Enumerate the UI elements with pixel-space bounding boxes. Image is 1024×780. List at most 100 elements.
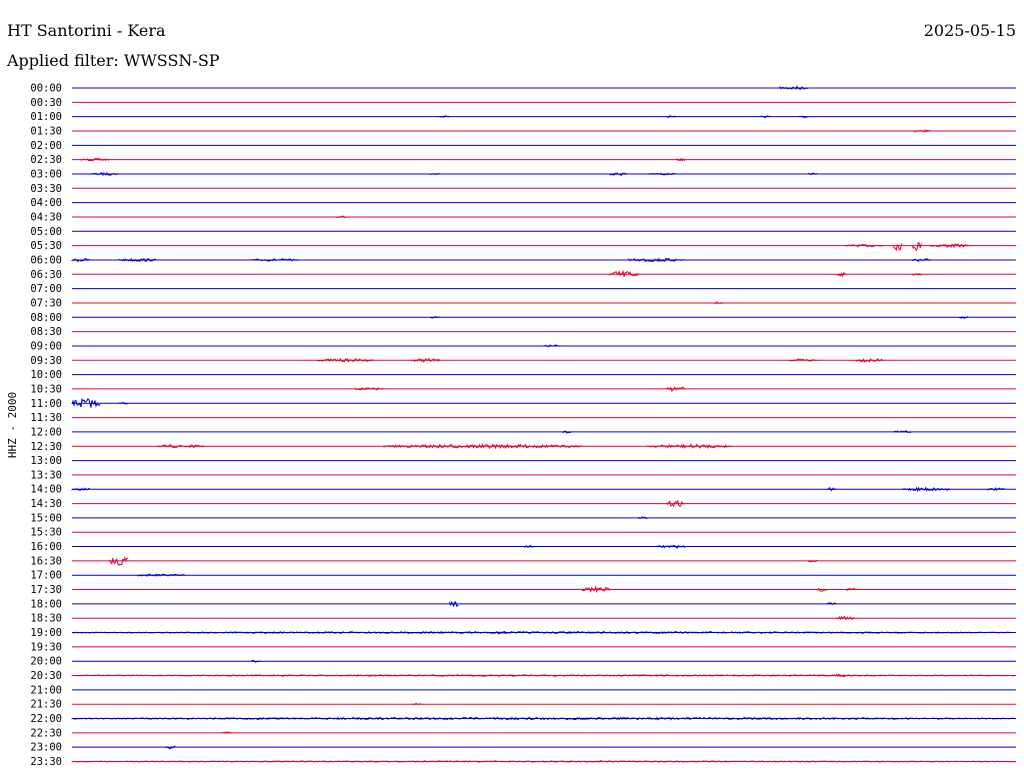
seismic-burst [609,172,629,176]
date-label: 2025-05-15 [924,21,1016,40]
time-tick-label: 20:00 [30,656,62,668]
seismic-burst [165,745,176,750]
seismic-burst [987,486,1006,491]
time-tick-label: 16:30 [30,555,62,567]
seismic-burst [911,272,922,276]
time-tick-label: 15:00 [30,512,62,524]
seismic-burst [836,272,846,278]
seismic-burst [118,257,157,262]
seismic-burst [430,315,440,319]
seismic-burst [892,243,903,252]
channel-label: HHZ - 2000 [6,392,19,458]
time-tick-label: 18:00 [30,598,62,610]
seismic-burst [807,172,818,176]
time-tick-label: 14:00 [30,484,62,496]
seismic-burst [250,659,261,663]
time-tick-label: 05:30 [30,240,62,252]
seismic-burst [71,716,1017,721]
time-tick-label: 19:00 [30,627,62,639]
seismic-burst [930,243,969,249]
time-tick-label: 02:30 [30,154,62,166]
seismic-burst [71,397,101,408]
time-tick-label: 04:30 [30,211,62,223]
seismic-burst [80,157,110,162]
seismic-burst [788,358,818,362]
seismic-burst [845,587,856,592]
time-tick-label: 06:00 [30,254,62,266]
seismic-burst [71,760,1017,763]
time-tick-label: 13:00 [30,455,62,467]
seismic-burst [137,573,186,577]
seismic-burst [637,516,648,520]
time-tick-label: 09:00 [30,340,62,352]
time-tick-label: 02:00 [30,140,62,152]
time-tick-label: 05:00 [30,226,62,238]
seismic-burst [449,600,459,608]
time-tick-label: 12:30 [30,441,62,453]
seismic-burst [628,257,686,263]
seismic-burst [71,258,91,263]
trace-rows: 00:00 00:30 01:00 01:30 02:00 02:30 03:00 03:30… [30,83,1017,768]
time-tick-label: 00:00 [30,83,62,95]
time-tick-label: 23:30 [30,756,62,768]
time-tick-label: 18:30 [30,613,62,625]
filter-label: Applied filter: WWSSN-SP [6,51,220,70]
seismic-burst [109,556,128,567]
time-tick-label: 19:30 [30,641,62,653]
seismic-burst [911,258,931,263]
seismic-burst [826,602,837,606]
time-tick-label: 11:30 [30,412,62,424]
seismic-burst [845,243,884,248]
seismic-burst [524,544,535,549]
time-tick-label: 08:00 [30,312,62,324]
time-tick-label: 22:30 [30,727,62,739]
seismic-burst [817,587,827,592]
seismic-burst [666,115,677,119]
time-tick-label: 07:30 [30,297,62,309]
time-tick-label: 12:00 [30,426,62,438]
seismic-burst [826,487,837,492]
station-title: HT Santorini - Kera [7,21,166,40]
seismic-burst [439,115,450,119]
seismic-burst [71,674,1016,677]
seismic-burst [647,172,676,176]
seismic-burst [562,430,573,434]
time-tick-label: 21:30 [30,699,62,711]
seismic-burst [316,357,374,363]
seismic-burst [71,487,91,491]
seismic-burst [71,630,1017,635]
seismic-burst [544,344,563,348]
time-tick-label: 01:00 [30,111,62,123]
seismic-burst [892,430,912,434]
seismic-burst [90,171,119,177]
seismic-burst [647,443,733,450]
seismic-burst [912,129,931,133]
seismic-burst [496,630,507,635]
seismic-burst [666,499,685,508]
time-tick-label: 23:00 [30,742,62,754]
time-tick-label: 16:00 [30,541,62,553]
time-tick-label: 00:30 [30,97,62,109]
time-tick-label: 21:00 [30,684,62,696]
seismic-burst [666,386,686,392]
time-tick-label: 04:00 [30,197,62,209]
time-tick-label: 14:30 [30,498,62,510]
seismic-burst [222,731,233,734]
seismic-burst [335,215,346,219]
seismic-burst [760,115,771,119]
time-tick-label: 09:30 [30,355,62,367]
time-tick-label: 17:30 [30,584,62,596]
seismic-burst [354,387,384,391]
time-tick-label: 08:30 [30,326,62,338]
seismic-burst [836,673,846,678]
time-tick-label: 03:30 [30,183,62,195]
seismic-burst [958,316,969,319]
seismic-burst [713,301,724,305]
time-tick-label: 15:30 [30,527,62,539]
time-tick-label: 06:30 [30,269,62,281]
time-tick-label: 07:00 [30,283,62,295]
seismic-burst [902,486,951,493]
time-tick-label: 03:00 [30,168,62,180]
